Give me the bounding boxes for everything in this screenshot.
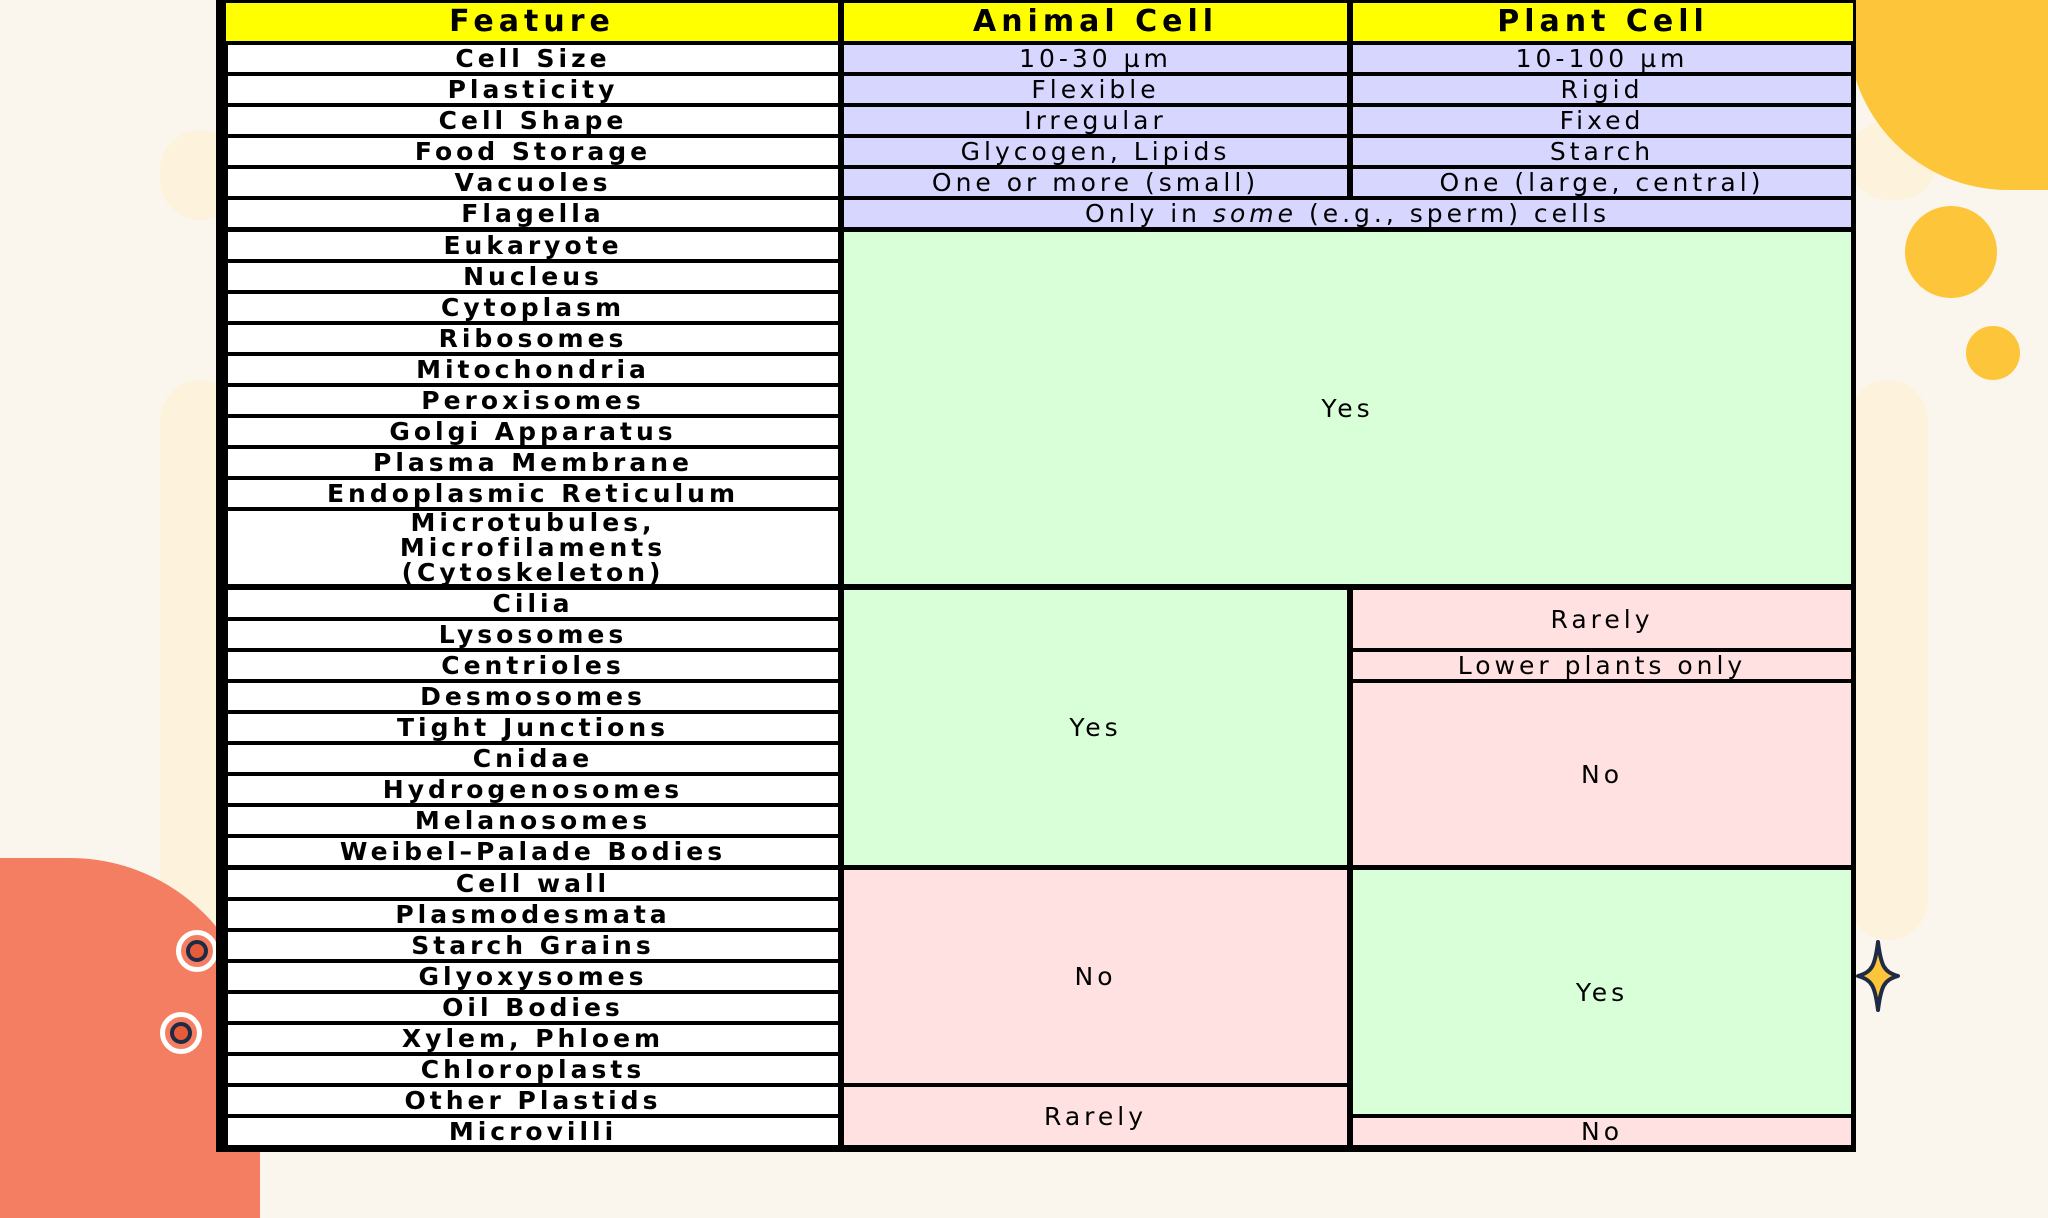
feature-lysosomes: Lysosomes [228, 621, 838, 648]
feature-xylem-phloem: Xylem, Phloem [228, 1025, 838, 1052]
animal-only-yes: Yes [844, 590, 1347, 865]
sparkle-icon [1856, 940, 1900, 1012]
header-animal-cell: Animal Cell [844, 3, 1347, 41]
flagella-text-emphasis: some [1212, 199, 1298, 228]
flagella-text-before: Only in [1085, 199, 1213, 228]
feature-vacuoles: Vacuoles [228, 169, 838, 196]
feature-hydrogenosomes: Hydrogenosomes [228, 776, 838, 803]
soft-panel-right [1848, 380, 1928, 940]
plant-vacuoles: One (large, central) [1353, 169, 1851, 196]
feature-microvilli: Microvilli [228, 1118, 838, 1145]
yellow-circle-icon [1966, 326, 2020, 380]
feature-eukaryote: Eukaryote [228, 232, 838, 259]
cytoskeleton-line-1: Microtubules, [410, 508, 656, 537]
feature-plasma-membrane: Plasma Membrane [228, 449, 838, 476]
plant-plasticity: Rigid [1353, 76, 1851, 103]
feature-plasmodesmata: Plasmodesmata [228, 901, 838, 928]
feature-flagella: Flagella [228, 200, 838, 227]
plant-cell-shape: Fixed [1353, 107, 1851, 134]
feature-cnidae: Cnidae [228, 745, 838, 772]
animal-food-storage: Glycogen, Lipids [844, 138, 1347, 165]
animal-plant-only-no: No [844, 870, 1347, 1083]
flagella-text-after: (e.g., sperm) cells [1297, 199, 1610, 228]
feature-golgi-apparatus: Golgi Apparatus [228, 418, 838, 445]
header-feature: Feature [226, 3, 838, 41]
header-plant-cell: Plant Cell [1353, 3, 1853, 41]
plant-food-storage: Starch [1353, 138, 1851, 165]
animal-rarely: Rarely [844, 1087, 1347, 1145]
feature-centrioles: Centrioles [228, 652, 838, 679]
animal-cell-size: 10-30 µm [844, 45, 1347, 72]
animal-cell-shape: Irregular [844, 107, 1347, 134]
plant-cilia-rarely: Rarely [1353, 590, 1851, 648]
feature-chloroplasts: Chloroplasts [228, 1056, 838, 1083]
feature-ribosomes: Ribosomes [228, 325, 838, 352]
feature-endoplasmic-reticulum: Endoplasmic Reticulum [228, 480, 838, 507]
feature-cytoskeleton: Microtubules, Microfilaments (Cytoskelet… [228, 508, 838, 587]
feature-oil-bodies: Oil Bodies [228, 994, 838, 1021]
feature-tight-junctions: Tight Junctions [228, 714, 838, 741]
feature-mitochondria: Mitochondria [228, 356, 838, 383]
plant-microvilli-no: No [1353, 1118, 1851, 1145]
cytoskeleton-line-2: Microfilaments [399, 533, 667, 562]
plant-cell-size: 10-100 µm [1353, 45, 1851, 72]
cell-comparison-table: Feature Animal Cell Plant Cell Cell Size… [216, 0, 1856, 1152]
feature-other-plastids: Other Plastids [228, 1087, 838, 1114]
feature-desmosomes: Desmosomes [228, 683, 838, 710]
feature-glyoxysomes: Glyoxysomes [228, 963, 838, 990]
feature-plasticity: Plasticity [228, 76, 838, 103]
feature-melanosomes: Melanosomes [228, 807, 838, 834]
feature-cell-size: Cell Size [228, 45, 838, 72]
plant-only-yes: Yes [1353, 870, 1851, 1114]
feature-cytoplasm: Cytoplasm [228, 294, 838, 321]
feature-nucleus: Nucleus [228, 263, 838, 290]
plant-centrioles-lower: Lower plants only [1353, 652, 1851, 679]
flagella-value: Only in some (e.g., sperm) cells [844, 200, 1851, 227]
ring-icon [160, 1012, 202, 1054]
plant-animal-only-no: No [1353, 683, 1851, 865]
feature-weibel-palade-bodies: Weibel–Palade Bodies [228, 838, 838, 865]
feature-starch-grains: Starch Grains [228, 932, 838, 959]
feature-cell-shape: Cell Shape [228, 107, 838, 134]
feature-cilia: Cilia [228, 590, 838, 617]
shared-organelles-yes: Yes [844, 232, 1851, 584]
animal-vacuoles: One or more (small) [844, 169, 1347, 196]
feature-food-storage: Food Storage [228, 138, 838, 165]
feature-cell-wall: Cell wall [228, 870, 838, 897]
yellow-circle-icon [1905, 206, 1997, 298]
ring-icon [176, 930, 218, 972]
feature-peroxisomes: Peroxisomes [228, 387, 838, 414]
cytoskeleton-line-3: (Cytoskeleton) [401, 558, 665, 587]
animal-plasticity: Flexible [844, 76, 1347, 103]
